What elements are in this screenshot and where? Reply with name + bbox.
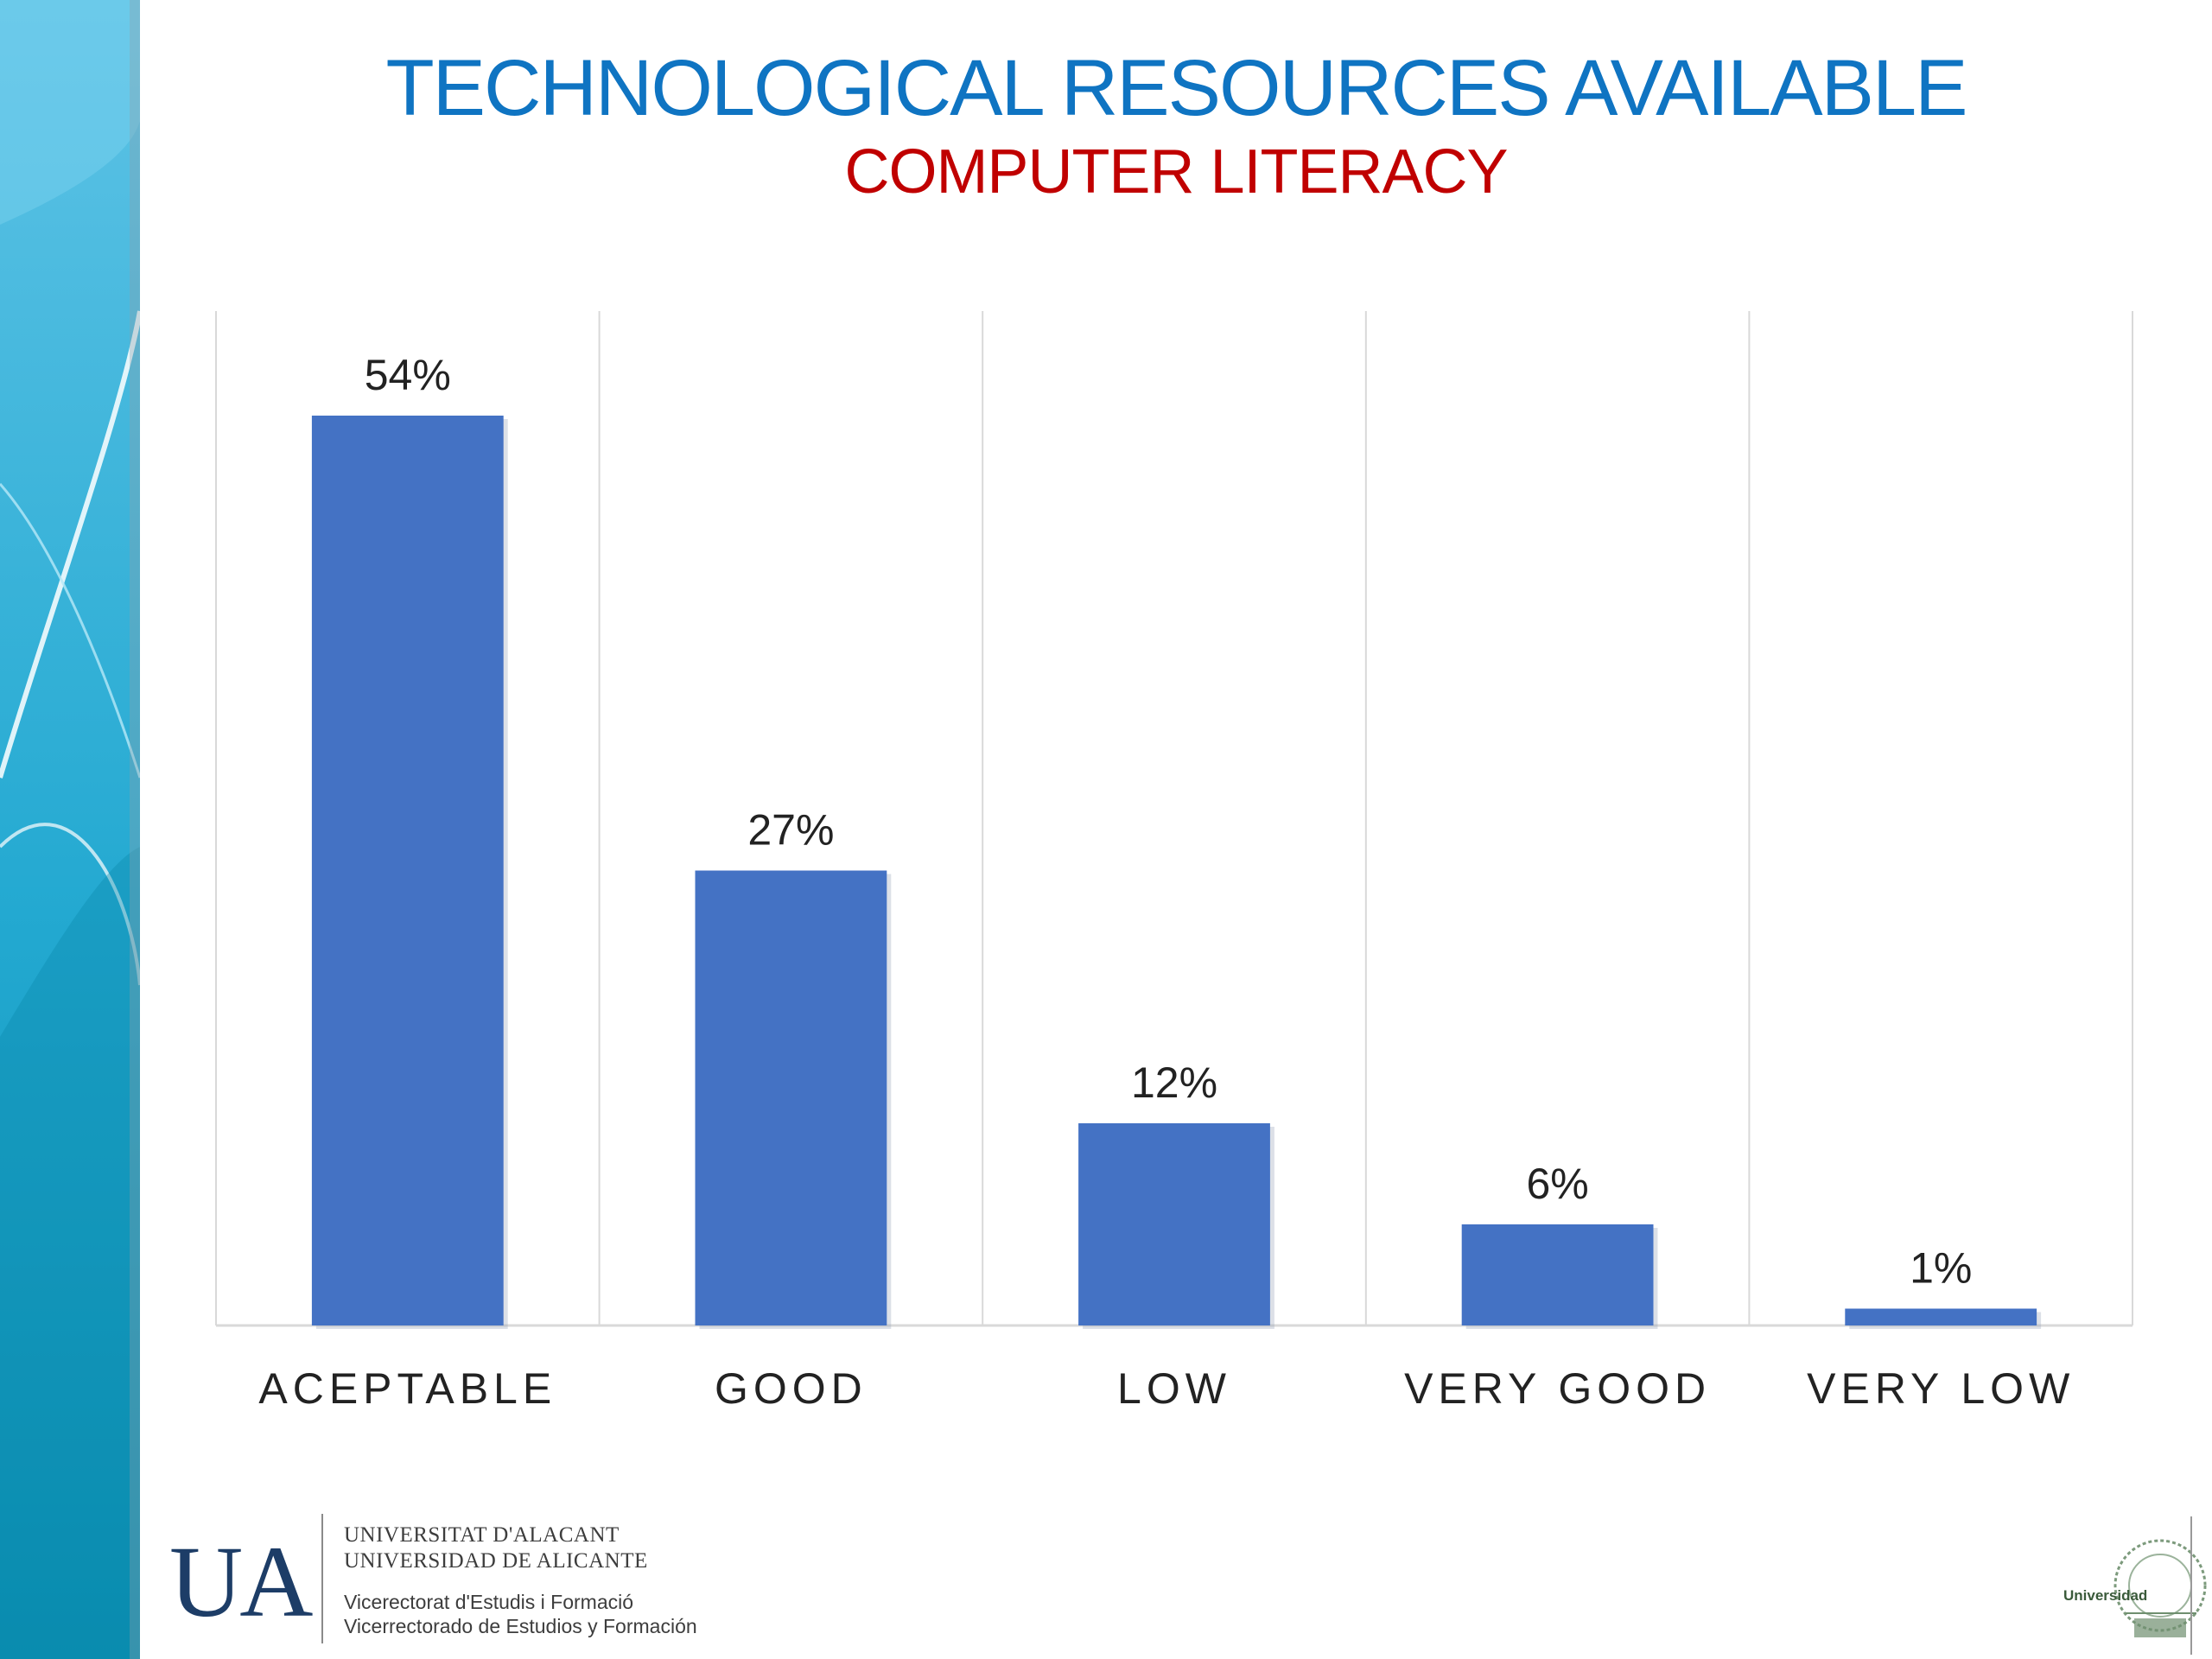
bar-low [1078, 1123, 1270, 1325]
category-label: ACEPTABLE [258, 1364, 556, 1413]
data-label: 54% [365, 351, 451, 399]
corner-logo-text: Universidad [2063, 1587, 2148, 1604]
data-label: 6% [1526, 1160, 1588, 1208]
university-name-block: UNIVERSITAT D'ALACANT UNIVERSIDAD DE ALI… [344, 1522, 697, 1638]
corner-university-logo: Universidad [2039, 1516, 2209, 1655]
wave-pattern-icon [0, 0, 140, 1659]
category-label: LOW [1117, 1364, 1231, 1413]
bar-aceptable [311, 416, 504, 1325]
slide-subtitle: COMPUTER LITERACY [844, 137, 1508, 207]
bar-very-low [1845, 1308, 2037, 1325]
data-label: 12% [1131, 1058, 1217, 1107]
category-label: VERY GOOD [1404, 1364, 1711, 1413]
category-label: GOOD [715, 1364, 868, 1413]
university-logo: UA UNIVERSITAT D'ALACANT UNIVERSIDAD DE … [169, 1514, 722, 1652]
university-seal-icon [2113, 1516, 2207, 1655]
data-label: 27% [747, 806, 834, 855]
decorative-side-band [0, 0, 140, 1659]
data-label: 1% [1910, 1244, 1972, 1293]
university-name-ca: UNIVERSITAT D'ALACANT [344, 1523, 620, 1547]
office-name-es: Vicerrectorado de Estudios y Formación [344, 1615, 697, 1637]
logo-divider [321, 1514, 323, 1643]
bar-very-good [1461, 1224, 1654, 1325]
slide-title: TECHNOLOGICAL RESOURCES AVAILABLE [385, 44, 1967, 132]
category-label: VERY LOW [1807, 1364, 2075, 1413]
bar-good [695, 870, 887, 1325]
office-name-ca: Vicerectorat d'Estudis i Formació [344, 1591, 634, 1613]
ua-logo-mark: UA [169, 1525, 313, 1638]
university-name-es: UNIVERSIDAD DE ALICANTE [344, 1549, 648, 1573]
